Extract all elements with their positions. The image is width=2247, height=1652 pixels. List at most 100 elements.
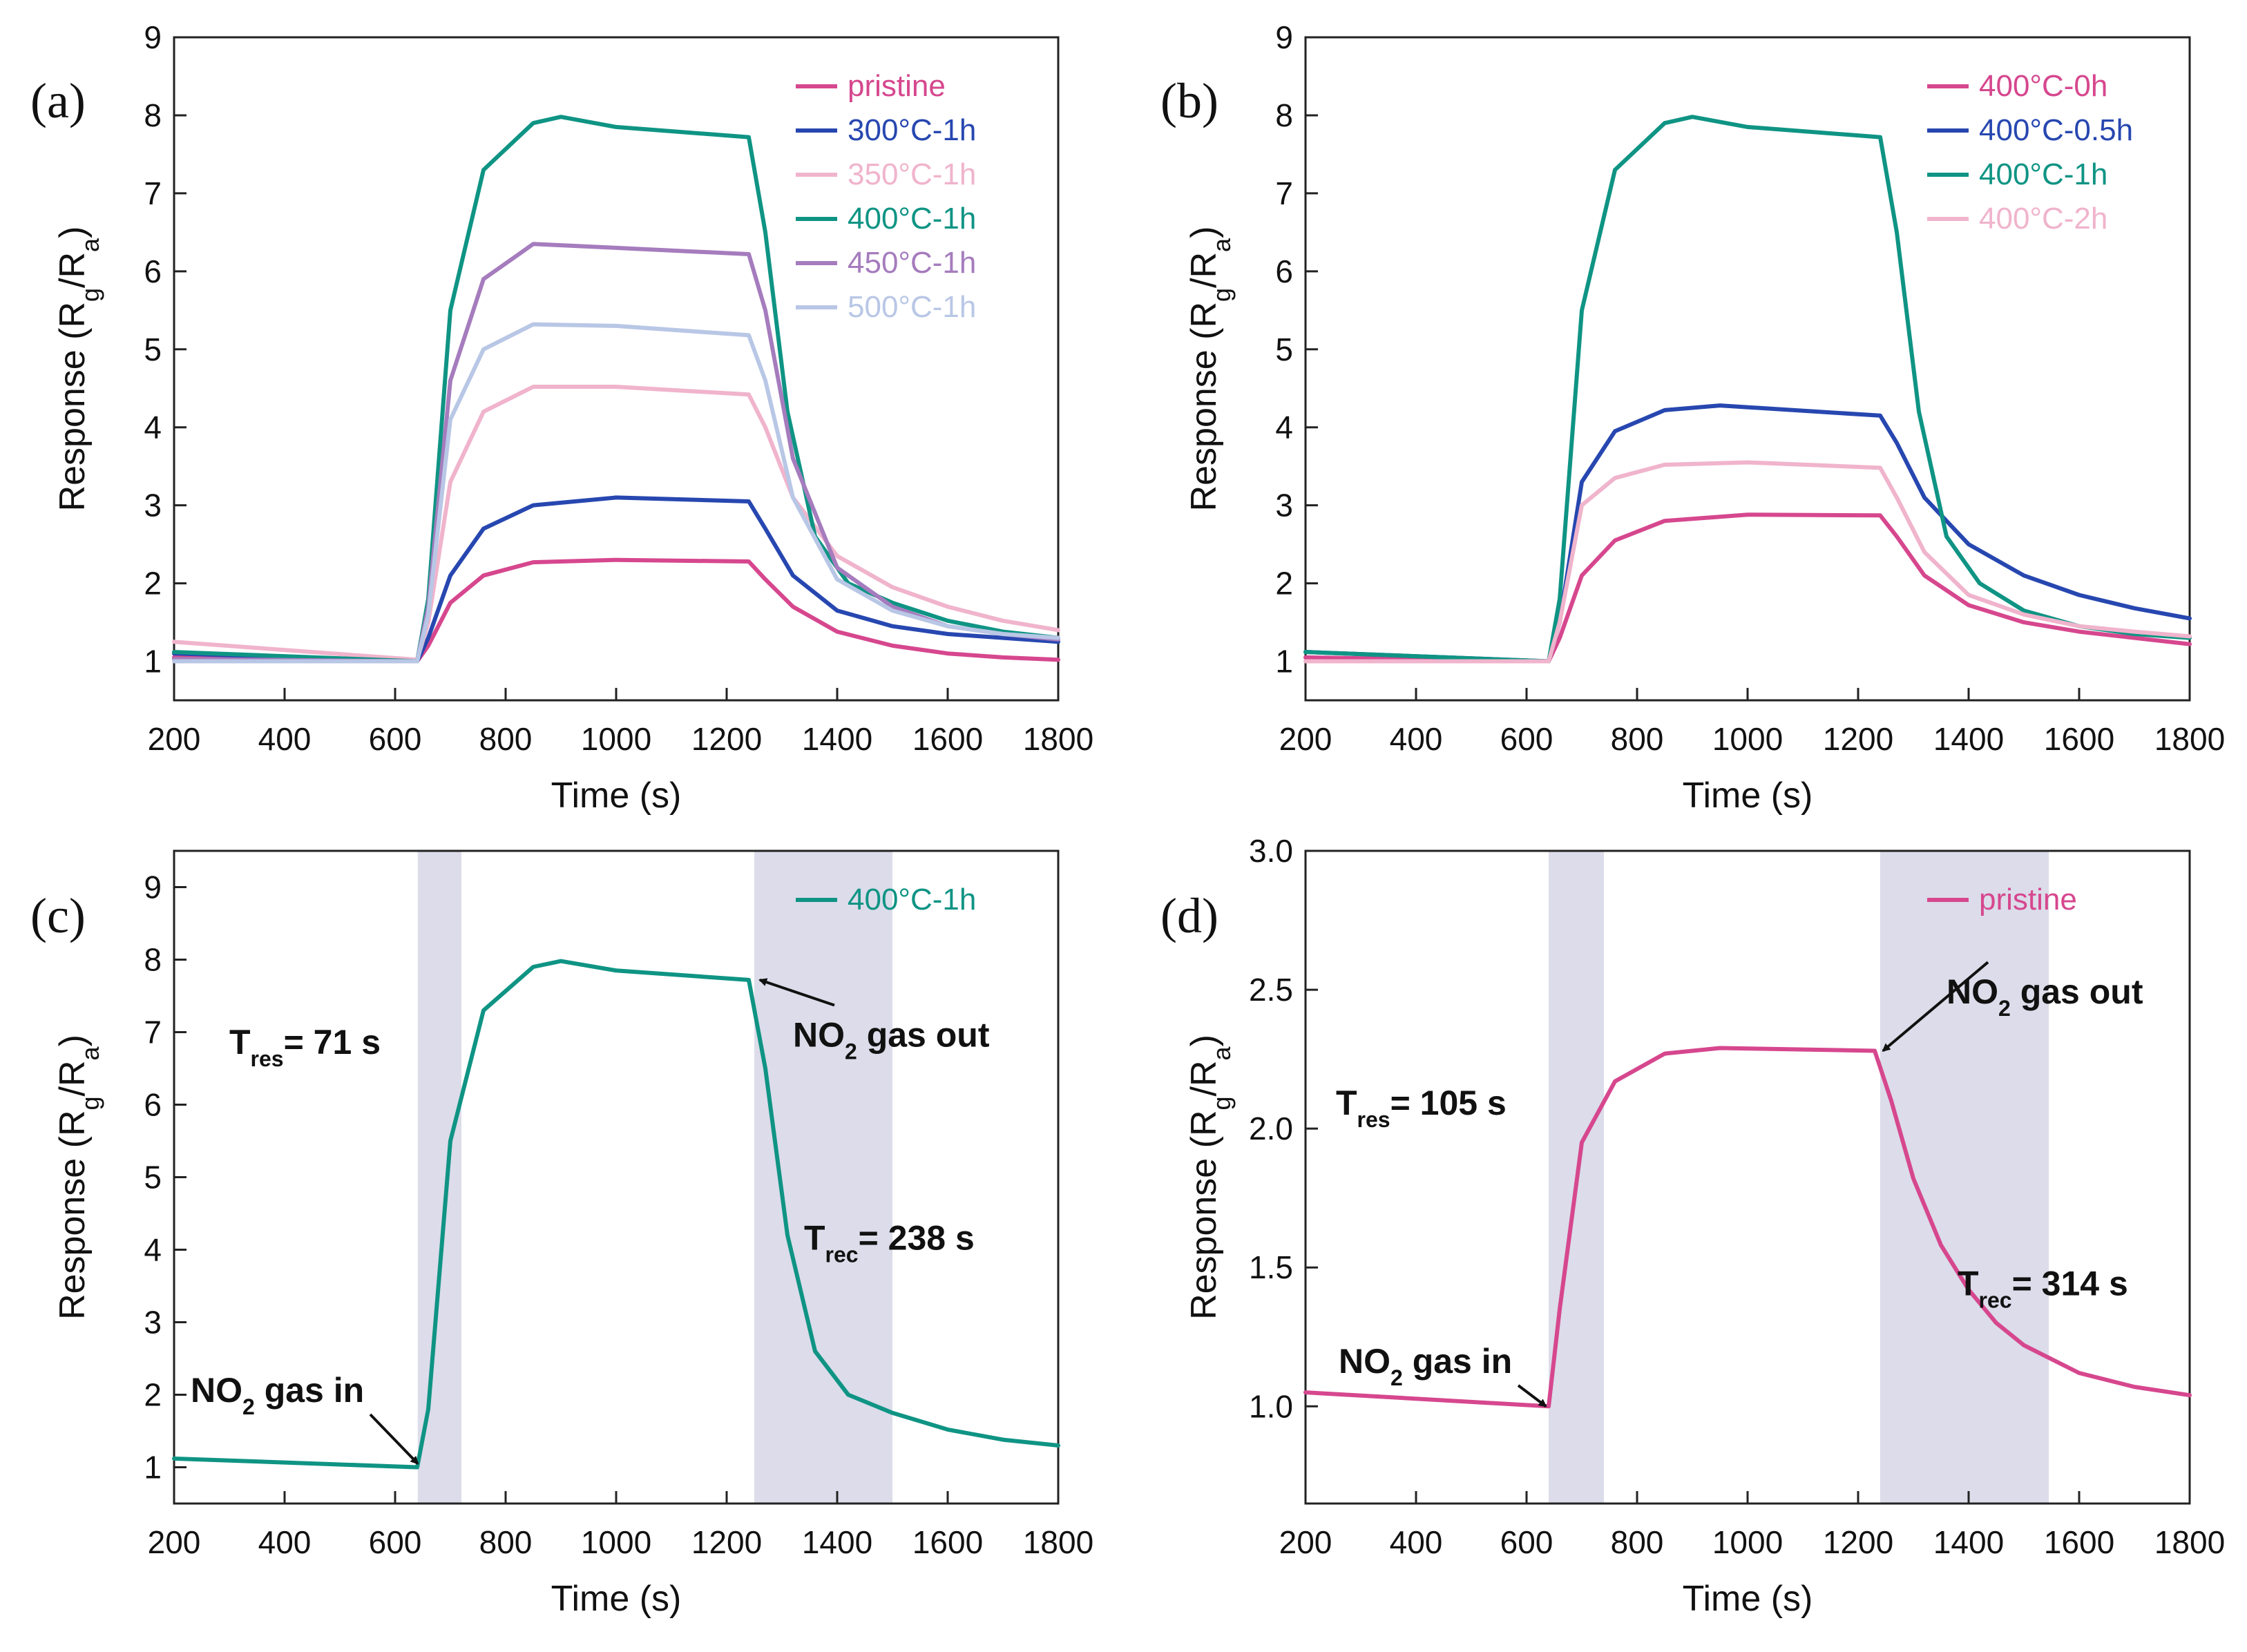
annotation-text: Tres= 71 s (229, 1023, 381, 1071)
annotation-text: NO2 gas in (1339, 1342, 1512, 1390)
y-tick-label: 7 (144, 1015, 162, 1050)
x-tick-label: 800 (1611, 1524, 1664, 1560)
annotation-arrow (369, 1413, 419, 1465)
chart-panel-2: 200 400 600 800 1000 1200 1400 1600 1800 1 2 3 4 5 6 7 8… (1160, 19, 2225, 816)
y-tick-label: 3 (1275, 488, 1293, 524)
y-tick-label: 3 (144, 1305, 162, 1341)
x-tick-label: 400 (258, 1524, 312, 1560)
x-tick-label: 1400 (1933, 1524, 2004, 1560)
legend-label: 400°C-1h (848, 883, 976, 916)
x-tick-label: 1000 (581, 721, 651, 757)
panel-letter: (a) (30, 73, 86, 128)
annotation-arrow (1517, 1384, 1547, 1408)
y-tick-label: 8 (144, 97, 162, 133)
y-tick-label: 8 (144, 942, 162, 978)
series-line (1303, 115, 2192, 664)
annotation-text: Trec= 238 s (804, 1219, 975, 1267)
x-tick-label: 1800 (2154, 1524, 2225, 1560)
legend-label: pristine (848, 69, 946, 103)
legend-label: 400°C-0h (1979, 69, 2107, 103)
x-tick-label: 1600 (2044, 721, 2114, 757)
y-tick-label: 5 (144, 332, 162, 367)
y-axis-label: Response (Rg/Ra) (52, 227, 104, 512)
legend-label: pristine (1979, 883, 2077, 916)
panel-letter: (d) (1160, 888, 1218, 943)
legend-label: 300°C-1h (848, 113, 976, 147)
y-axis-label: Response (Rg/Ra) (1184, 1035, 1236, 1320)
x-tick-label: 1000 (581, 1524, 651, 1560)
x-tick-label: 1400 (802, 1524, 872, 1560)
x-tick-label: 200 (1279, 721, 1332, 757)
y-tick-label: 3 (144, 488, 162, 524)
y-axis-label: Response (Rg/Ra) (1184, 227, 1236, 512)
shaded-region (754, 851, 892, 1504)
y-tick-label: 9 (1275, 19, 1293, 55)
y-tick-label: 4 (144, 410, 162, 445)
x-tick-label: 800 (479, 721, 533, 757)
annotation-text: Trec= 314 s (1958, 1264, 2128, 1312)
x-axis-label: Time (s) (1683, 1579, 1813, 1619)
annotation-text: NO2 gas out (1947, 972, 2143, 1021)
chart-panel-4: 200 400 600 800 1000 1200 1400 1600 1800 1.0 1.5 2.… (1160, 833, 2225, 1619)
legend-label: 350°C-1h (848, 157, 976, 191)
series-line (172, 115, 1060, 664)
y-tick-label: 9 (144, 870, 162, 905)
legend-label: 450°C-1h (848, 246, 976, 280)
x-tick-label: 400 (1390, 721, 1443, 757)
x-tick-label: 1000 (1712, 1524, 1783, 1560)
series-line (1303, 460, 2192, 664)
series-line (172, 495, 1060, 664)
y-tick-label: 6 (144, 253, 162, 289)
y-tick-label: 4 (1275, 410, 1293, 445)
y-tick-label: 5 (144, 1160, 162, 1195)
x-tick-label: 600 (369, 721, 422, 757)
annotation-text: NO2 gas out (793, 1016, 990, 1064)
series-line (172, 385, 1060, 662)
annotation-text: Tres= 105 s (1336, 1084, 1507, 1132)
series-line (1303, 512, 2192, 664)
y-tick-label: 2 (144, 566, 162, 602)
x-tick-label: 400 (258, 721, 312, 757)
series-line (172, 557, 1060, 664)
chart-panel-3: 200 400 600 800 1000 1200 1400 1600 1800 1 2 3 4 5 6 7 8… (30, 849, 1093, 1619)
x-tick-label: 1600 (912, 721, 983, 757)
shaded-region (417, 851, 461, 1504)
x-tick-label: 1200 (691, 1524, 762, 1560)
y-tick-label: 6 (1275, 253, 1293, 289)
x-tick-label: 200 (148, 1524, 201, 1560)
panel-letter: (c) (30, 888, 86, 943)
y-tick-label: 4 (144, 1232, 162, 1268)
y-tick-label: 1 (1275, 644, 1293, 680)
x-tick-label: 600 (369, 1524, 422, 1560)
legend-label: 500°C-1h (848, 290, 976, 324)
x-tick-label: 800 (479, 1524, 533, 1560)
y-tick-label: 1 (144, 644, 162, 680)
plot-frame (1304, 849, 2191, 1505)
legend-label: 400°C-1h (848, 202, 976, 236)
x-tick-label: 1400 (1933, 721, 2004, 757)
y-tick-label: 8 (1275, 97, 1293, 133)
x-tick-label: 200 (148, 721, 201, 757)
y-tick-label: 6 (144, 1087, 162, 1123)
y-tick-label: 7 (144, 175, 162, 211)
y-tick-label: 2 (1275, 566, 1293, 602)
y-tick-label: 7 (1275, 175, 1293, 211)
x-tick-label: 200 (1279, 1524, 1332, 1560)
x-tick-label: 800 (1611, 721, 1664, 757)
x-tick-label: 1200 (691, 721, 762, 757)
y-axis-label: Response (Rg/Ra) (52, 1035, 104, 1320)
x-tick-label: 1400 (802, 721, 872, 757)
x-tick-label: 1600 (912, 1524, 983, 1560)
x-tick-label: 1800 (1023, 721, 1093, 757)
y-tick-label: 2.5 (1249, 972, 1293, 1008)
x-axis-label: Time (s) (551, 1579, 682, 1619)
x-tick-label: 600 (1500, 721, 1553, 757)
annotation-arrow (1882, 961, 1989, 1053)
x-tick-label: 1000 (1712, 721, 1783, 757)
x-tick-label: 600 (1500, 1524, 1553, 1560)
y-tick-label: 5 (1275, 332, 1293, 367)
series-line (172, 322, 1060, 664)
x-tick-label: 1200 (1823, 721, 1893, 757)
y-tick-label: 1.0 (1249, 1388, 1293, 1424)
